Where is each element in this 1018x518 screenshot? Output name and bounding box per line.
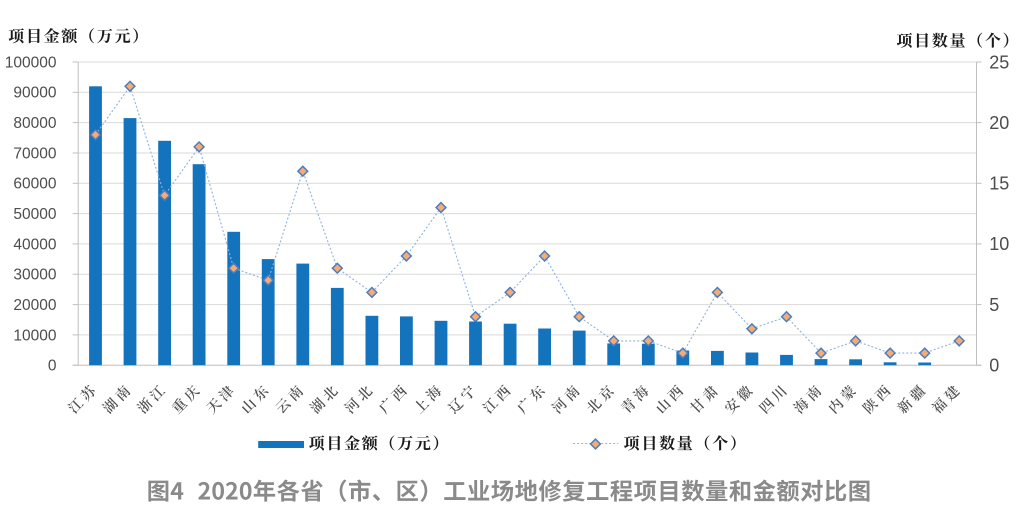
svg-text:0: 0: [989, 356, 999, 376]
svg-text:80000: 80000: [13, 115, 56, 132]
svg-text:60000: 60000: [13, 176, 56, 193]
svg-text:100000: 100000: [5, 54, 57, 71]
svg-text:70000: 70000: [13, 145, 56, 162]
svg-text:20000: 20000: [13, 297, 56, 314]
svg-text:5: 5: [989, 295, 999, 315]
svg-text:10: 10: [989, 234, 1009, 254]
svg-text:50000: 50000: [13, 206, 56, 223]
svg-text:40000: 40000: [13, 236, 56, 253]
svg-text:25: 25: [989, 52, 1009, 72]
svg-text:10000: 10000: [13, 327, 56, 344]
svg-text:20: 20: [989, 113, 1009, 133]
svg-text:0: 0: [48, 358, 57, 375]
svg-text:90000: 90000: [13, 85, 56, 102]
svg-text:15: 15: [989, 174, 1009, 194]
svg-text:30000: 30000: [13, 267, 56, 284]
